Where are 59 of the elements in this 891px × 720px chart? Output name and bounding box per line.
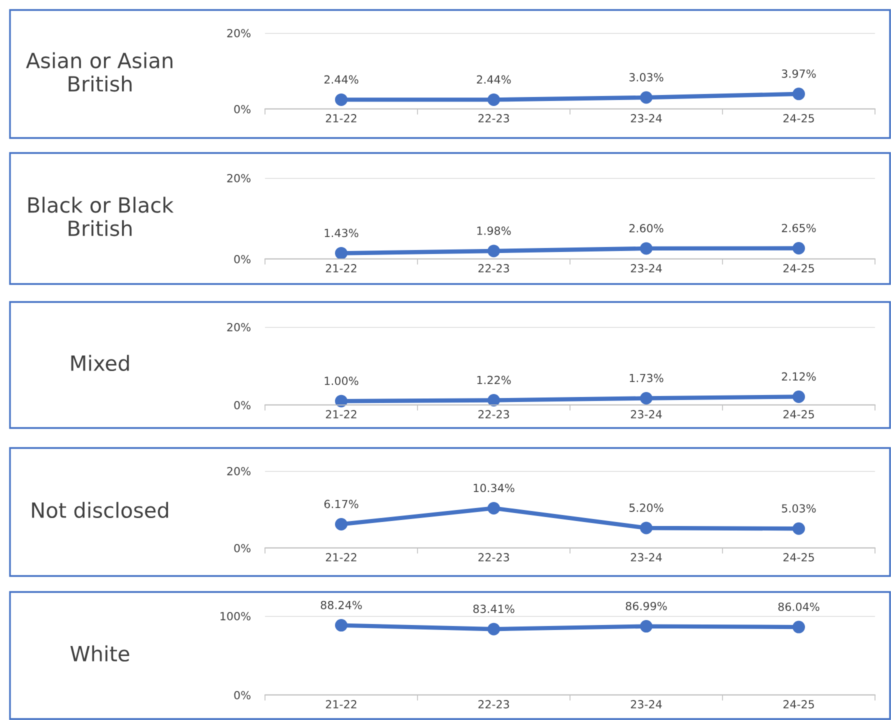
data-label: 2.12% xyxy=(782,372,816,381)
data-label: 3.97% xyxy=(782,69,816,78)
x-tick-label: 23-24 xyxy=(630,114,662,122)
x-tick-label: 23-24 xyxy=(630,553,662,562)
data-label: 5.20% xyxy=(629,504,664,512)
point xyxy=(335,518,348,530)
x-tick-label: 22-23 xyxy=(478,114,510,122)
data-label: 1.98% xyxy=(477,226,511,235)
y-tick-label: 20% xyxy=(227,174,250,182)
data-label: 6.17% xyxy=(324,500,358,508)
data-label: 1.22% xyxy=(477,376,511,384)
x-tick-label: 24-25 xyxy=(783,553,814,562)
data-label: 2.65% xyxy=(782,224,816,232)
x-tick-label: 24-25 xyxy=(783,264,814,272)
x-tick-label: 24-25 xyxy=(783,700,814,708)
data-label: 1.73% xyxy=(630,374,664,382)
y-tick-label: 0% xyxy=(234,544,250,552)
y-tick-label: 20% xyxy=(227,28,250,38)
x-tick-label: 22-23 xyxy=(478,410,510,418)
x-tick-label: 21-22 xyxy=(326,114,356,122)
text: Mixed xyxy=(71,354,129,372)
x-tick-label: 23-24 xyxy=(630,700,662,708)
x-tick-label: 22-23 xyxy=(478,700,510,708)
x-tick-label: 21-22 xyxy=(326,410,356,418)
data-label: 2.44% xyxy=(476,75,511,84)
x-tick-label: 22-23 xyxy=(478,264,510,272)
data-label: 83.41% xyxy=(473,604,514,614)
data-label: 86.99% xyxy=(626,602,667,610)
x-tick-label: 21-22 xyxy=(326,700,356,708)
point xyxy=(792,522,805,535)
data-label: 1.00% xyxy=(324,376,358,386)
x-tick-label: 22-23 xyxy=(478,553,510,562)
data-label: 10.34% xyxy=(474,484,514,492)
data-label: 2.60% xyxy=(629,224,664,232)
data-label: 88.24% xyxy=(320,600,362,610)
x-tick-label: 21-22 xyxy=(326,553,356,562)
y-tick-label: 0% xyxy=(234,400,250,410)
text: Asian or Asian British xyxy=(26,52,172,92)
data-label: 86.04% xyxy=(778,602,820,611)
x-tick-label: 21-22 xyxy=(326,264,356,272)
data-label: 2.44% xyxy=(324,75,358,84)
x-tick-label: 23-24 xyxy=(630,264,662,272)
x-tick-label: 23-24 xyxy=(630,410,662,418)
y-tick-label: 20% xyxy=(227,322,250,332)
data-label: 1.43% xyxy=(324,228,358,238)
y-tick-label: 0% xyxy=(234,254,250,264)
x-tick-label: 24-25 xyxy=(783,114,814,122)
text: White xyxy=(70,645,130,662)
y-tick-label: 100% xyxy=(220,612,250,620)
x-tick-label: 24-25 xyxy=(783,410,814,418)
text: Not disclosed xyxy=(32,502,168,518)
text: Black or Black British xyxy=(28,196,174,236)
point xyxy=(488,502,500,514)
y-tick-label: 0% xyxy=(234,690,250,700)
y-tick-label: 20% xyxy=(227,466,250,476)
y-tick-label: 0% xyxy=(234,104,250,114)
data-label: 5.03% xyxy=(782,504,816,513)
point xyxy=(640,522,652,534)
data-label: 3.03% xyxy=(629,73,664,82)
